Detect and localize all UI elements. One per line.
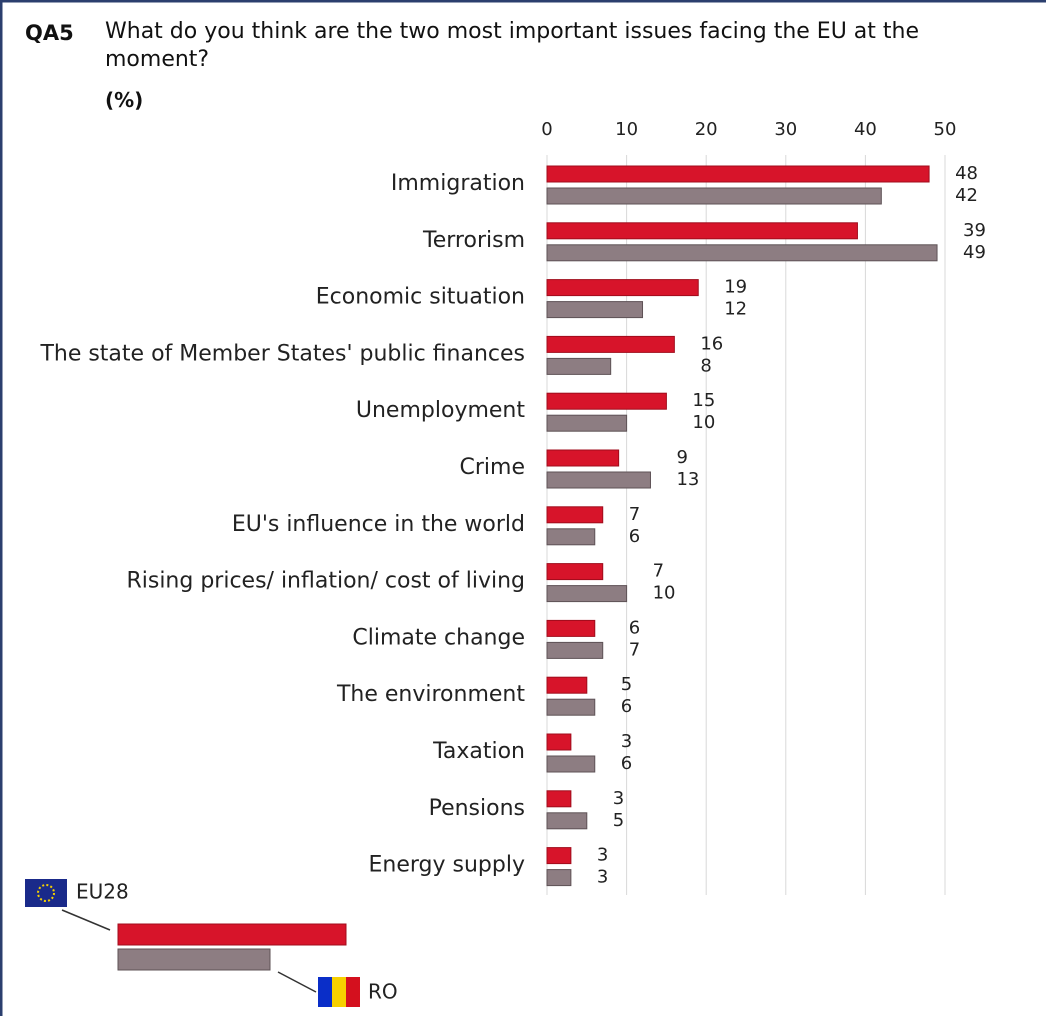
- legend-swatch: [117, 948, 271, 971]
- value-label: 49: [963, 242, 986, 263]
- category-label: Unemployment: [356, 398, 525, 423]
- bar: [546, 414, 628, 432]
- bar: [546, 165, 930, 183]
- x-tick-label: 20: [695, 119, 718, 140]
- bar: [546, 563, 604, 581]
- bar: [546, 392, 667, 410]
- bar: [546, 676, 588, 694]
- value-label: 7: [629, 639, 640, 660]
- value-label: 8: [700, 355, 711, 376]
- bar: [546, 755, 596, 773]
- chart-title: What do you think are the two most impor…: [105, 19, 919, 72]
- eu-stars: [37, 884, 55, 902]
- bar: [546, 812, 588, 830]
- bar: [546, 585, 628, 603]
- chart-subtitle: (%): [105, 88, 144, 112]
- category-label: Energy supply: [369, 853, 525, 878]
- x-tick-label: 40: [854, 119, 877, 140]
- value-label: 3: [597, 867, 608, 888]
- ro-flag: [318, 977, 332, 1007]
- bar: [546, 335, 675, 353]
- value-label: 3: [597, 845, 608, 866]
- category-label: Crime: [460, 455, 525, 480]
- legend-label: EU28: [76, 880, 129, 904]
- category-label: Economic situation: [316, 285, 525, 310]
- bar: [546, 222, 858, 240]
- question-id: QA5: [25, 21, 74, 45]
- category-label: The state of Member States' public finan…: [39, 341, 525, 366]
- category-label: Rising prices/ inflation/ cost of living: [126, 569, 525, 594]
- value-label: 3: [621, 731, 632, 752]
- category-label: Immigration: [391, 171, 525, 196]
- bar: [546, 279, 699, 297]
- category-label: Pensions: [429, 796, 525, 821]
- value-label: 19: [724, 277, 747, 298]
- eu-flag: [25, 879, 67, 907]
- bar: [546, 869, 572, 887]
- value-label: 5: [613, 810, 624, 831]
- category-label: EU's influence in the world: [232, 512, 525, 537]
- legend-label: RO: [368, 980, 398, 1004]
- bar: [546, 506, 604, 524]
- value-label: 3: [613, 788, 624, 809]
- value-label: 10: [692, 412, 715, 433]
- value-label: 10: [653, 583, 676, 604]
- value-label: 42: [955, 185, 978, 206]
- value-label: 16: [700, 333, 723, 354]
- legend-pointer: [277, 971, 317, 993]
- category-label: Taxation: [432, 739, 525, 764]
- x-tick-label: 30: [774, 119, 797, 140]
- bar: [546, 641, 604, 659]
- bar: [546, 733, 572, 751]
- value-label: 6: [629, 617, 640, 638]
- legend: EU28 RO: [25, 879, 398, 1007]
- category-label: Terrorism: [422, 228, 525, 253]
- value-label: 12: [724, 299, 747, 320]
- value-label: 6: [621, 753, 632, 774]
- value-label: 13: [676, 469, 699, 490]
- value-label: 6: [629, 526, 640, 547]
- value-label: 39: [963, 220, 986, 241]
- bar: [546, 790, 572, 808]
- bar: [546, 357, 612, 375]
- bar: [546, 301, 644, 319]
- bar: [546, 244, 938, 262]
- bar: [546, 187, 882, 205]
- bar: [546, 449, 620, 467]
- ro-flag: [332, 977, 346, 1007]
- bar: [546, 619, 596, 637]
- category-label: The environment: [336, 682, 525, 707]
- legend-pointer: [61, 909, 111, 931]
- value-label: 5: [621, 674, 632, 695]
- bar: [546, 528, 596, 546]
- value-label: 7: [653, 561, 664, 582]
- bar: [546, 698, 596, 716]
- bar: [546, 847, 572, 865]
- legend-swatch: [117, 923, 347, 946]
- category-label: Climate change: [352, 625, 525, 650]
- ro-flag: [346, 977, 360, 1007]
- value-label: 7: [629, 504, 640, 525]
- x-tick-label: 10: [615, 119, 638, 140]
- x-tick-label: 50: [934, 119, 957, 140]
- value-label: 9: [676, 447, 687, 468]
- value-label: 15: [692, 390, 715, 411]
- value-label: 6: [621, 696, 632, 717]
- x-tick-label: 0: [541, 119, 552, 140]
- value-label: 48: [955, 163, 978, 184]
- bar: [546, 471, 651, 489]
